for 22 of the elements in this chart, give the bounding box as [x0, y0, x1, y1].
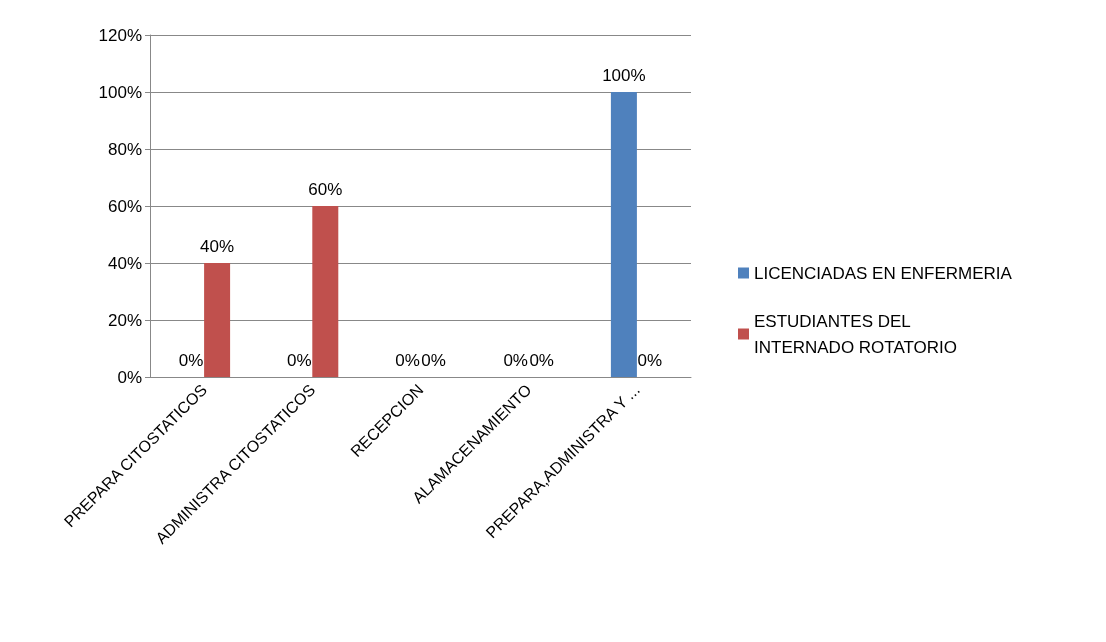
data-label: 0%	[503, 351, 528, 370]
data-label: 0%	[529, 351, 554, 370]
y-tick-label: 40%	[107, 253, 142, 273]
y-tick-label: 120%	[98, 25, 142, 45]
bar	[312, 206, 339, 377]
y-tick-label: 0%	[117, 367, 142, 387]
data-label: 60%	[308, 180, 343, 199]
data-label: 40%	[200, 237, 235, 256]
y-tick-label: 100%	[98, 82, 142, 102]
legend-label: LICENCIADAS EN ENFERMERIA	[754, 263, 1013, 283]
y-tick-label: 60%	[107, 196, 142, 216]
data-label: 0%	[637, 351, 663, 370]
data-label: 0%	[395, 351, 420, 370]
legend-label: ESTUDIANTES DEL INTERNADO ROTATORIO	[754, 311, 958, 357]
data-label: 100%	[602, 66, 646, 85]
data-label: 0%	[287, 351, 312, 370]
y-tick-label: 20%	[107, 310, 142, 330]
data-label: 0%	[178, 351, 204, 370]
y-tick-label: 80%	[107, 139, 142, 159]
bar	[204, 263, 231, 377]
bar	[610, 92, 637, 377]
data-label: 0%	[421, 351, 446, 370]
